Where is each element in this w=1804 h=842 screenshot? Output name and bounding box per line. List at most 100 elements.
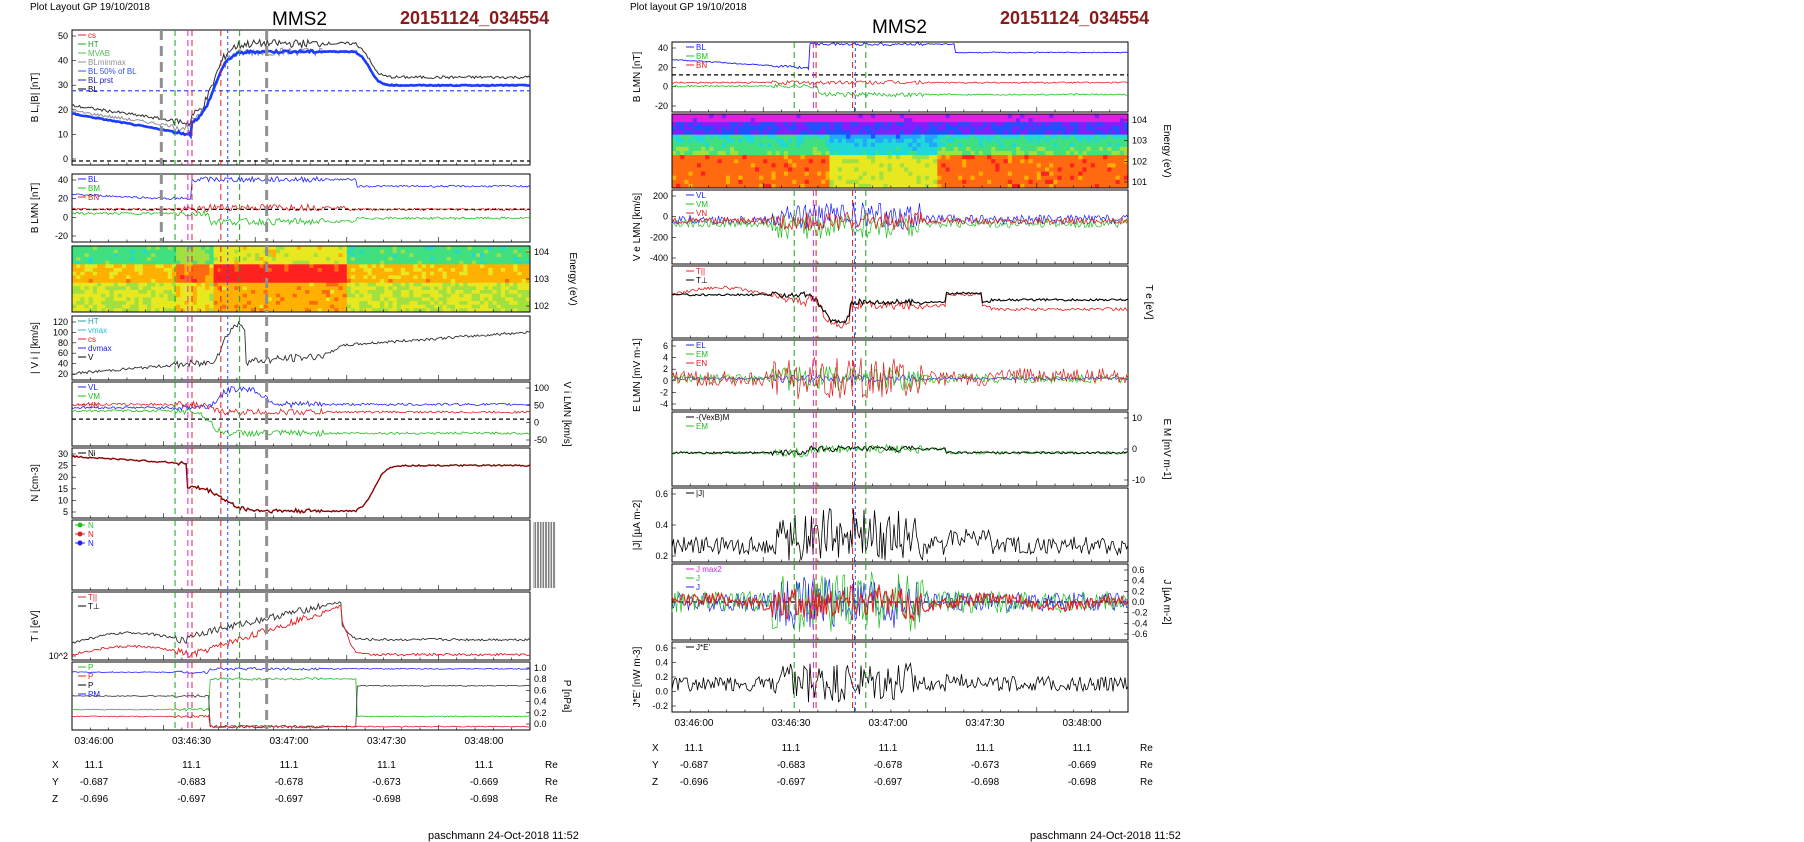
- left-n-tick: 5: [63, 507, 68, 517]
- right-em-ylabel: E M [mV m-1]: [1161, 418, 1172, 479]
- left-bl-legend-entry: HT: [88, 40, 99, 49]
- left-ispec-ylabel: Energy (eV): [567, 252, 578, 305]
- right-ephemeris-value: -0.697: [874, 777, 903, 788]
- right-ephemeris-value: -0.669: [1068, 760, 1097, 771]
- left-ephemeris-value: -0.697: [177, 794, 206, 805]
- left-header: Plot Layout GP 19/10/2018: [30, 2, 150, 13]
- right-ve-legend-entry: VM: [696, 200, 708, 209]
- right-em-trace: [671, 366, 1129, 391]
- right-elmn-legend-entry: EM: [696, 350, 708, 359]
- right-panel-espec: [671, 113, 1129, 189]
- right-jm-trace: [671, 571, 1129, 632]
- right-blmn-tick: 0: [663, 82, 668, 92]
- left-p-legend-entry: PM: [88, 690, 100, 699]
- right-elmn-tick: 6: [663, 341, 668, 351]
- left-vilmn-ylabel: V i LMN [km/s]: [561, 381, 572, 446]
- left-vi-tick: 60: [58, 348, 68, 358]
- right-jabs-tick: 0.6: [655, 489, 668, 499]
- right-em-tick: 0: [1132, 444, 1137, 454]
- left-p-tick: 0.4: [534, 697, 547, 707]
- right-elmn-ylabel: E LMN [mV m-1]: [632, 338, 643, 412]
- right-espec-tick: 103: [1132, 136, 1147, 146]
- left-bl-tick: 0: [63, 154, 68, 164]
- right-jlmn-tick: 0.6: [1132, 565, 1145, 575]
- right-jlmn-legend-entry: J max2: [696, 565, 722, 574]
- right-je-tick: 0.2: [655, 672, 668, 682]
- right-panel-blmn: [671, 41, 1129, 113]
- right-ephemeris-label: Y: [652, 760, 659, 771]
- left-tpar-trace: [71, 604, 531, 659]
- right-ephemeris-label: X: [652, 743, 659, 754]
- right-elmn-legend-entry: EL: [696, 341, 706, 350]
- left-bl-ylabel: B L,|B| [nT]: [30, 72, 41, 122]
- left-time-tick-label: 03:47:00: [270, 736, 309, 747]
- left-bl-lmn-trace: [71, 175, 531, 201]
- left-blmn-legend-entry: BL: [88, 175, 98, 184]
- right-te-legend-entry: T||: [696, 267, 705, 276]
- left-ephemeris-value: 11.1: [182, 760, 201, 771]
- right-ephemeris-value: 11.1: [1073, 743, 1092, 754]
- right-time-tick-label: 03:48:00: [1063, 718, 1102, 729]
- right-jlmn-legend-entry: J: [696, 574, 700, 583]
- right-bl-trace: [671, 42, 1129, 71]
- right-ephemeris-unit: Re: [1140, 743, 1153, 754]
- right-ephemeris-value: 11.1: [879, 743, 898, 754]
- left-n-legend-entry: Ni: [88, 449, 96, 458]
- left-n-tick: 10: [58, 495, 68, 505]
- right-ephemeris-unit: Re: [1140, 760, 1153, 771]
- right-je-trace: [671, 662, 1129, 703]
- right-vexb-trace: [671, 445, 1129, 458]
- left-n-ylabel: N [cm-3]: [30, 464, 41, 502]
- left-bl-tick: 10: [58, 129, 68, 139]
- right-panel-je: [671, 641, 1129, 713]
- right-jabs-trace: [671, 508, 1129, 561]
- right-je-legend-entry: J*E': [696, 643, 710, 652]
- right-blmn-ylabel: B LMN [nT]: [632, 52, 643, 103]
- left-ephemeris-label: Z: [52, 794, 58, 805]
- left-ephemeris-value: 11.1: [377, 760, 396, 771]
- left-vi-legend-entry: vmax: [88, 326, 107, 335]
- right-electron-spectrogram: [672, 114, 1129, 189]
- left-nmark-legend-entry: N: [88, 530, 94, 539]
- left-nmark-legend-entry: N: [88, 521, 94, 530]
- left-blmn-tick: 40: [58, 175, 68, 185]
- right-ve-tick: -200: [650, 232, 668, 242]
- left-ephemeris-value: -0.669: [470, 777, 499, 788]
- right-je-ylabel: J*E' [nW m-3]: [632, 646, 643, 707]
- left-ion-spectrogram: [72, 246, 531, 313]
- left-event-id: 20151124_034554: [400, 8, 550, 28]
- right-jlmn-ylabel: J [µA m-2]: [1161, 579, 1172, 624]
- left-time-tick-label: 03:47:30: [367, 736, 406, 747]
- right-jlmn-tick: 0.0: [1132, 597, 1145, 607]
- right-blmn-tick: -20: [655, 101, 668, 111]
- right-title: MMS2: [872, 17, 927, 38]
- right-jlmn-tick: 0.4: [1132, 576, 1145, 586]
- left-vilmn-legend-entry: VN: [88, 401, 99, 410]
- left-ni-trace: [71, 454, 531, 515]
- left-ephemeris-value: -0.698: [470, 794, 499, 805]
- left-p-tick: 0.2: [534, 708, 547, 718]
- right-te-legend-entry: T⊥: [696, 276, 708, 285]
- right-ephemeris-value: -0.687: [680, 760, 709, 771]
- right-em-legend-entry: -(VexB)M: [696, 413, 730, 422]
- right-ephemeris-value: 11.1: [782, 743, 801, 754]
- right-jlmn-tick: 0.2: [1132, 586, 1145, 596]
- left-ptot-trace: [71, 684, 531, 729]
- left-nmark-legend-entry: N: [88, 539, 94, 548]
- left-vi-tick: 120: [53, 317, 68, 327]
- left-vi-legend-entry: cs: [88, 335, 96, 344]
- right-blmn-tick: 20: [658, 62, 668, 72]
- right-time-tick-label: 03:47:30: [966, 718, 1005, 729]
- right-elmn-tick: 0: [663, 376, 668, 386]
- left-n-tick: 15: [58, 484, 68, 494]
- left-n-tick: 20: [58, 472, 68, 482]
- left-blmn-tick: 20: [58, 194, 68, 204]
- left-vm-trace: [71, 407, 531, 438]
- right-time-tick-label: 03:46:30: [772, 718, 811, 729]
- left-ispec-tick: 102: [534, 301, 549, 311]
- right-em-field-trace: [671, 443, 1128, 458]
- left-vl-trace: [71, 386, 531, 412]
- right-em-tick: -10: [1132, 475, 1145, 485]
- left-vilmn-legend-entry: VL: [88, 383, 98, 392]
